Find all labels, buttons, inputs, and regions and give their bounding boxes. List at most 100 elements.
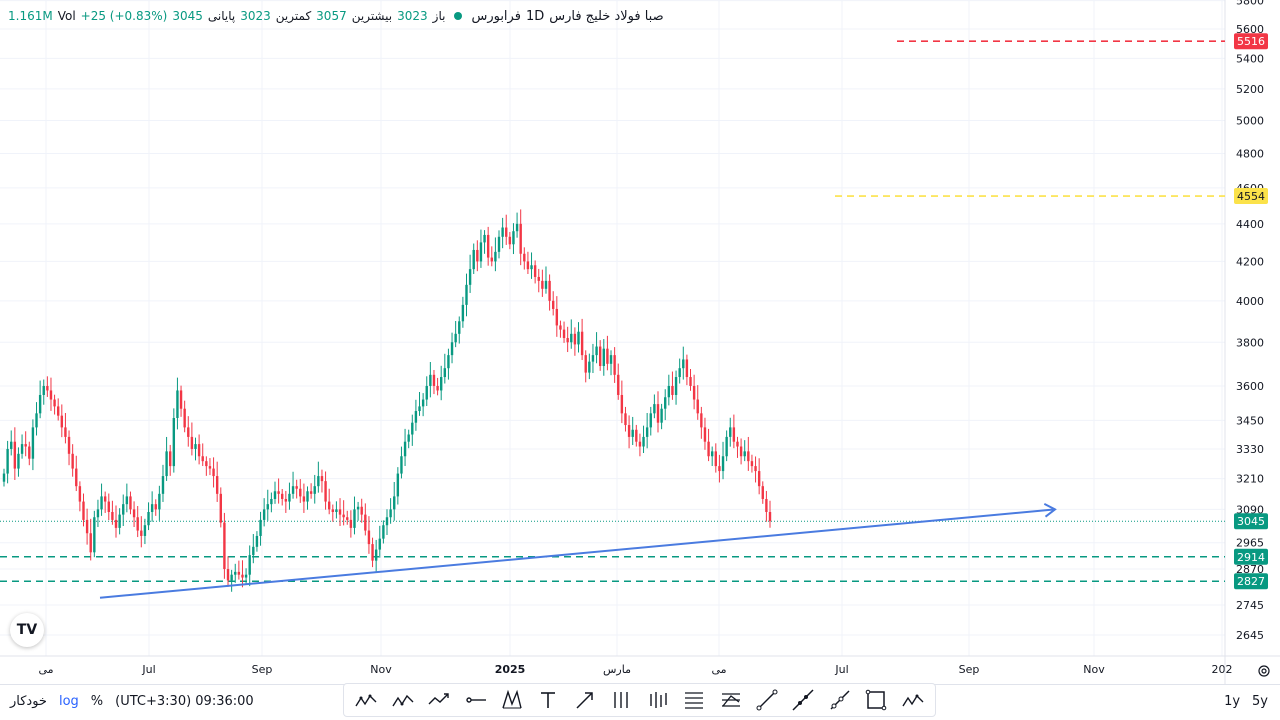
text-icon[interactable] bbox=[534, 686, 562, 714]
level-price-text: 4554 bbox=[1237, 190, 1265, 203]
price-tick-label: 5400 bbox=[1236, 52, 1264, 65]
percent-scale-button[interactable]: % bbox=[90, 694, 104, 709]
price-tick-label: 3330 bbox=[1236, 443, 1264, 456]
candle-body bbox=[443, 368, 447, 378]
candle-body bbox=[635, 429, 638, 442]
candle-body bbox=[490, 257, 493, 262]
candle-body bbox=[161, 476, 165, 494]
candle-body bbox=[552, 300, 555, 309]
level-price-text: 2914 bbox=[1237, 551, 1265, 564]
candle-body bbox=[259, 519, 262, 536]
market-status-icon bbox=[454, 12, 463, 20]
candle-body bbox=[313, 486, 316, 494]
abc-pattern-icon[interactable] bbox=[899, 686, 927, 714]
candle-body bbox=[183, 408, 186, 428]
elliott-abcde-icon[interactable] bbox=[352, 686, 380, 714]
candle-body bbox=[331, 509, 335, 512]
settings-gear-icon[interactable] bbox=[1256, 663, 1272, 679]
auto-scale-button[interactable]: خودکار bbox=[10, 694, 47, 709]
price-tick-label: 4800 bbox=[1236, 148, 1264, 161]
time-tick-label: مارس bbox=[603, 663, 631, 676]
path-icon[interactable] bbox=[425, 686, 453, 714]
candle-body bbox=[364, 514, 367, 531]
candle-body bbox=[721, 456, 725, 472]
fib-extension-icon[interactable] bbox=[717, 686, 745, 714]
candle-body bbox=[689, 377, 692, 386]
candle-body bbox=[284, 498, 288, 502]
candle-body bbox=[418, 406, 421, 412]
candle-body bbox=[223, 522, 226, 570]
candle-body bbox=[407, 434, 410, 442]
ray-icon[interactable] bbox=[826, 686, 854, 714]
arrow-icon[interactable] bbox=[571, 686, 599, 714]
candle-body bbox=[335, 509, 338, 512]
exchange-name: فرابورس bbox=[471, 8, 521, 24]
range-5y-button[interactable]: 5y bbox=[1252, 694, 1268, 709]
extended-line-icon[interactable] bbox=[789, 686, 817, 714]
candle-body bbox=[714, 451, 718, 467]
drawing-toolbar bbox=[343, 683, 936, 717]
trend-line-icon[interactable] bbox=[753, 686, 781, 714]
candle-body bbox=[559, 325, 562, 330]
candle-body bbox=[598, 346, 602, 367]
price-tick-label: 4400 bbox=[1236, 218, 1264, 231]
price-tick-label: 2745 bbox=[1236, 599, 1264, 612]
candle-body bbox=[660, 408, 663, 423]
long-position-icon[interactable] bbox=[607, 686, 635, 714]
candle-body bbox=[537, 276, 540, 281]
level-price-badge bbox=[1234, 188, 1268, 205]
xabcd-pattern-icon[interactable] bbox=[498, 686, 526, 714]
candle-body bbox=[24, 444, 27, 447]
candle-body bbox=[710, 451, 714, 457]
fib-retracement-icon[interactable] bbox=[680, 686, 708, 714]
symbol-name[interactable]: صبا فولاد خلیج فارس bbox=[549, 8, 664, 24]
close-value: 3045 bbox=[172, 9, 203, 23]
candle-body bbox=[566, 338, 569, 343]
candle-body bbox=[450, 342, 454, 356]
timezone-clock[interactable]: (UTC+3:30) 09:36:00 bbox=[115, 694, 254, 709]
open-value: 3023 bbox=[397, 9, 428, 23]
candle-body bbox=[588, 361, 591, 373]
candle-body bbox=[526, 261, 530, 270]
candle-body bbox=[143, 525, 147, 536]
candle-body bbox=[56, 406, 60, 416]
candle-body bbox=[508, 236, 512, 245]
price-tick-label: 5000 bbox=[1236, 115, 1264, 128]
current-price-badge bbox=[1234, 513, 1268, 530]
bars-pattern-icon[interactable] bbox=[644, 686, 672, 714]
candle-body bbox=[436, 385, 439, 391]
candle-body bbox=[10, 441, 13, 449]
candle-body bbox=[85, 519, 89, 534]
tradingview-logo-icon[interactable]: TV bbox=[10, 613, 44, 647]
candle-body bbox=[78, 486, 82, 502]
interval-label[interactable]: 1D bbox=[525, 8, 545, 24]
candle-body bbox=[205, 461, 208, 467]
time-tick-label: 2025 bbox=[495, 663, 526, 676]
candle-body bbox=[270, 498, 273, 505]
level-price-badge bbox=[1234, 33, 1268, 50]
candle-body bbox=[400, 456, 403, 474]
time-tick-label: Sep bbox=[252, 663, 273, 676]
candle-body bbox=[479, 242, 483, 262]
candle-body bbox=[255, 535, 259, 547]
candle-body bbox=[555, 308, 559, 326]
candle-body bbox=[49, 390, 53, 400]
log-scale-button[interactable]: log bbox=[58, 694, 79, 709]
candle-body bbox=[465, 284, 468, 305]
elliott-impulse-icon[interactable] bbox=[389, 686, 417, 714]
candle-body bbox=[573, 333, 577, 345]
candle-body bbox=[320, 476, 324, 482]
horizontal-ray-icon[interactable] bbox=[462, 686, 490, 714]
candle-body bbox=[768, 511, 772, 522]
candle-body bbox=[169, 451, 172, 467]
price-tick-label: 4200 bbox=[1236, 255, 1264, 268]
time-tick-label: Sep bbox=[959, 663, 980, 676]
high-value: 3057 bbox=[316, 9, 347, 23]
level-price-text: 5516 bbox=[1237, 35, 1265, 48]
range-1y-button[interactable]: 1y bbox=[1224, 694, 1241, 709]
vol-value: 1.161M bbox=[8, 9, 53, 23]
rectangle-icon[interactable] bbox=[862, 686, 890, 714]
candle-body bbox=[219, 493, 222, 523]
candle-body bbox=[2, 473, 6, 482]
